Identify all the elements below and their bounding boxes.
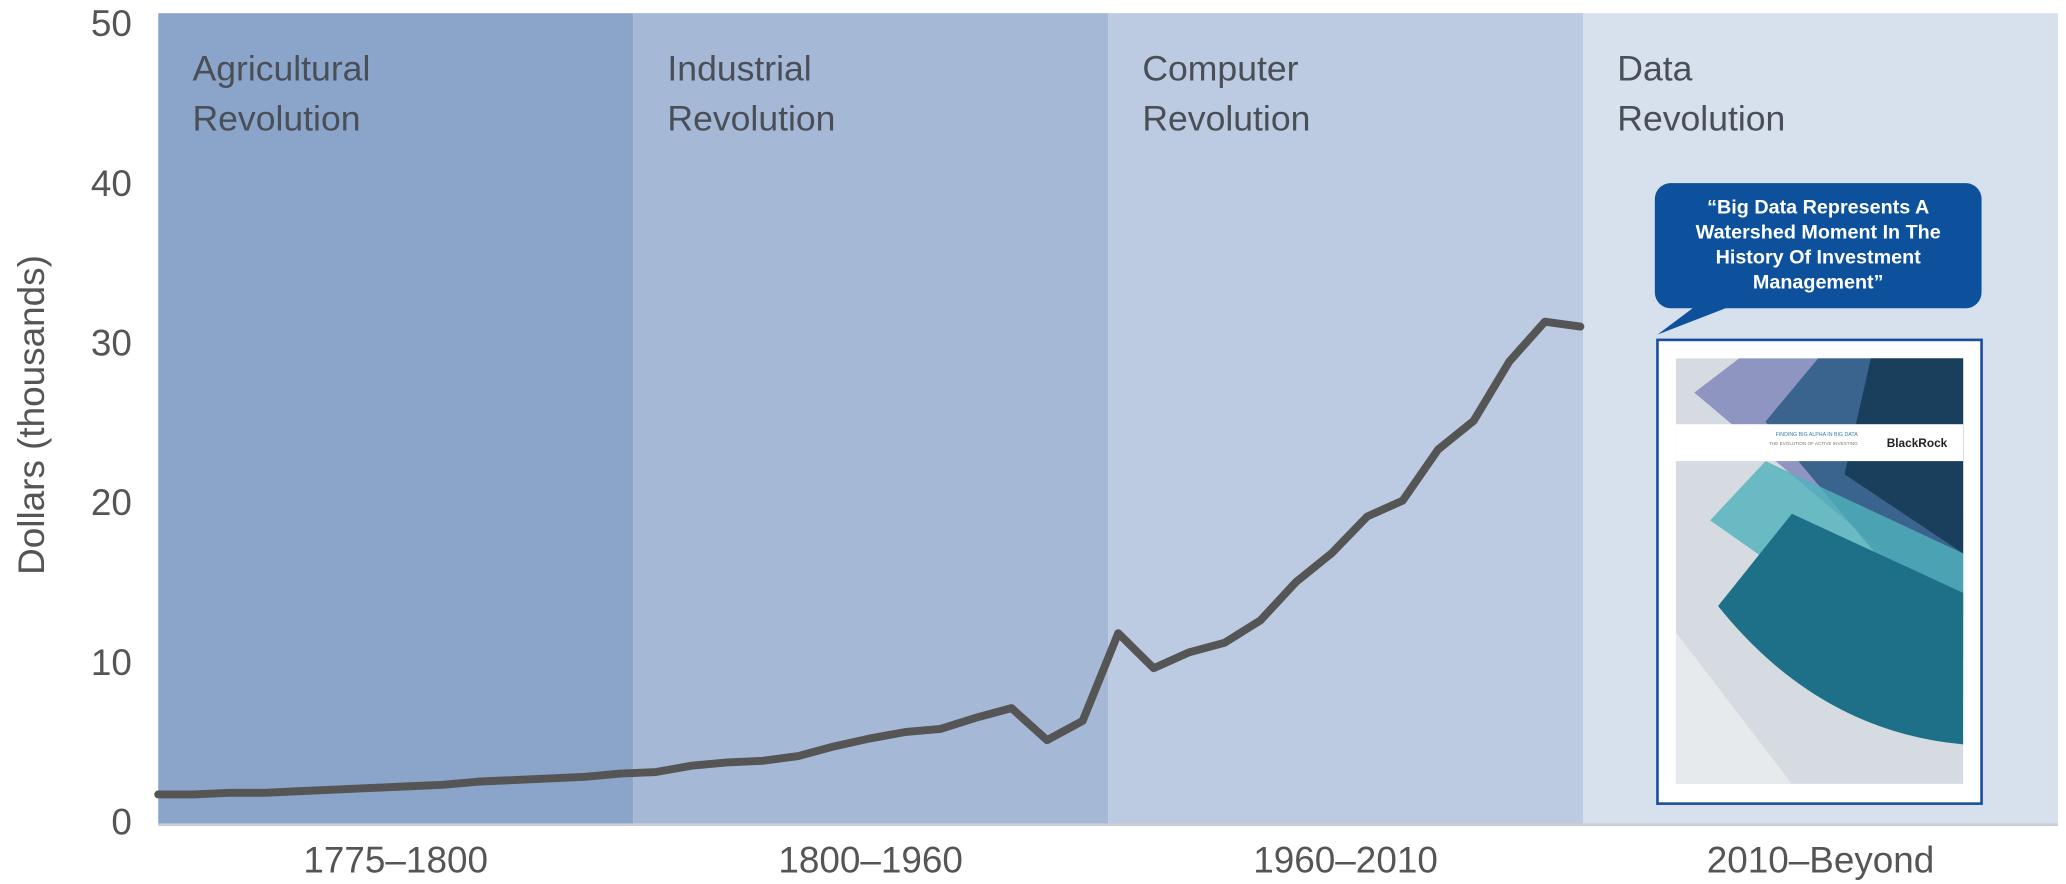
- x-tick-label: 2010–Beyond: [1707, 840, 1935, 881]
- cover-brand: BlackRock: [1887, 436, 1948, 450]
- report-cover: FINDING BIG ALPHA IN BIG DATA THE EVOLUT…: [1657, 340, 1981, 804]
- band-title: Revolution: [1142, 99, 1310, 139]
- callout-line: Watershed Moment In The: [1696, 221, 1941, 243]
- band-title: Revolution: [667, 99, 835, 139]
- band-title: Revolution: [1617, 99, 1785, 139]
- y-tick-label: 50: [91, 3, 132, 44]
- y-axis-label: Dollars (thousands): [11, 255, 52, 575]
- callout-line: Management”: [1753, 271, 1884, 293]
- band-title: Revolution: [192, 99, 360, 139]
- y-tick-label: 20: [91, 482, 132, 523]
- cover-subtitle: THE EVOLUTION OF ACTIVE INVESTING: [1769, 441, 1858, 446]
- callout-line: History Of Investment: [1716, 246, 1922, 268]
- band-title: Computer: [1142, 49, 1298, 89]
- x-tick-label: 1960–2010: [1253, 840, 1438, 881]
- chart: Agricultural Revolution Industrial Revoluti…: [0, 0, 2066, 884]
- x-tick-label: 1775–1800: [303, 840, 488, 881]
- band-title: Data: [1617, 49, 1692, 89]
- cover-title: FINDING BIG ALPHA IN BIG DATA: [1776, 432, 1859, 438]
- x-tick-label: 1800–1960: [778, 840, 963, 881]
- band-title: Agricultural: [192, 49, 370, 89]
- page: {"chart_data": {"type": "line", "ylabel"…: [0, 0, 2066, 884]
- callout-line: “Big Data Represents A: [1707, 196, 1929, 218]
- band-title: Industrial: [667, 49, 811, 89]
- y-tick-label: 30: [91, 322, 132, 363]
- y-tick-label: 40: [91, 163, 132, 204]
- y-tick-label: 0: [111, 801, 132, 842]
- y-tick-label: 10: [91, 642, 132, 683]
